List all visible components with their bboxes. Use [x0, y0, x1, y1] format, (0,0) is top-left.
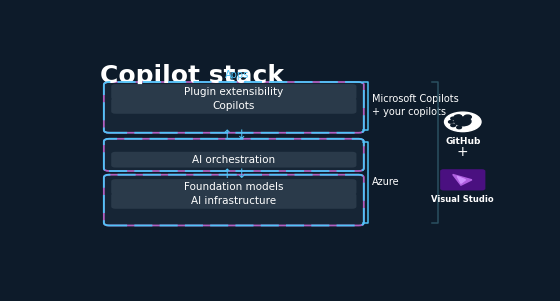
Text: Microsoft Copilots
+ your copilots: Microsoft Copilots + your copilots	[372, 94, 459, 117]
Circle shape	[445, 112, 481, 132]
Circle shape	[464, 115, 472, 119]
FancyBboxPatch shape	[104, 82, 364, 133]
Text: Plugin extensibility: Plugin extensibility	[184, 87, 283, 97]
Text: AI orchestration: AI orchestration	[192, 155, 276, 165]
FancyBboxPatch shape	[104, 139, 364, 171]
Circle shape	[457, 115, 461, 118]
FancyBboxPatch shape	[111, 152, 356, 168]
FancyBboxPatch shape	[111, 84, 356, 100]
Polygon shape	[458, 176, 465, 183]
FancyBboxPatch shape	[111, 98, 356, 114]
Text: Azure: Azure	[372, 177, 399, 187]
Circle shape	[455, 117, 471, 126]
Polygon shape	[452, 175, 472, 185]
FancyBboxPatch shape	[111, 193, 356, 209]
Text: Copilot stack: Copilot stack	[100, 64, 284, 88]
Circle shape	[457, 126, 461, 129]
Text: +: +	[457, 145, 469, 159]
Text: AI infrastructure: AI infrastructure	[192, 196, 277, 206]
Circle shape	[451, 117, 455, 120]
Circle shape	[451, 124, 455, 127]
Text: GitHub: GitHub	[445, 137, 480, 146]
Circle shape	[454, 115, 461, 119]
Text: Copilots: Copilots	[213, 101, 255, 111]
FancyBboxPatch shape	[111, 179, 356, 195]
Text: Visual Studio: Visual Studio	[431, 195, 494, 204]
Text: ↑ ↓: ↑ ↓	[222, 129, 248, 142]
Circle shape	[449, 121, 453, 123]
FancyBboxPatch shape	[440, 169, 486, 191]
Text: Foundation models: Foundation models	[184, 182, 283, 192]
FancyBboxPatch shape	[104, 175, 364, 225]
Text: ↑ ↓: ↑ ↓	[222, 168, 248, 181]
Text: Apps: Apps	[225, 70, 249, 80]
